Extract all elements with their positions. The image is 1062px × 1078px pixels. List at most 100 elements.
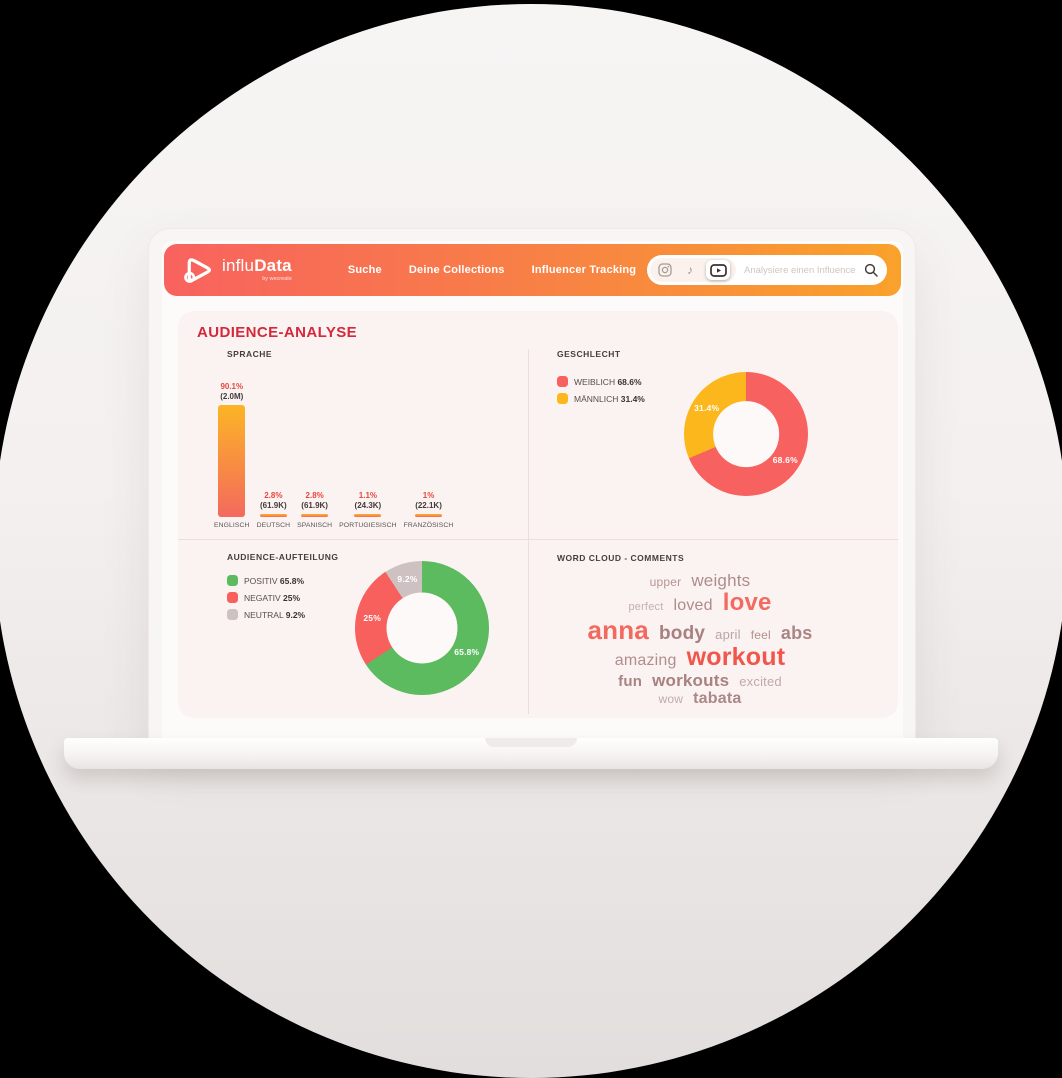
sprache-bar-chart: 90.1% (2.0M) ENGLISCH 2.8% (61.9K) DEUTSCH 2.8… (214, 367, 506, 529)
instagram-icon[interactable] (656, 261, 674, 279)
bar-column-spanisch: 2.8% (61.9K) SPANISCH (297, 491, 332, 529)
legend-item-neutral: NEUTRAL 9.2% (227, 609, 305, 620)
bar-category-label: PORTUGIESISCH (339, 522, 397, 529)
bar (218, 405, 246, 517)
word-amazing: amazing (614, 652, 677, 669)
donut-slice-label-männlich: 31.4% (694, 403, 720, 413)
nav-link-influencer-tracking[interactable]: Influencer Tracking (531, 264, 637, 276)
donut-hole (386, 592, 458, 664)
brand-tagline: by wecreate (262, 276, 292, 283)
legend-swatch (557, 393, 568, 404)
word-perfect: perfect (628, 601, 664, 613)
laptop-screen: influData by wecreate Suche Deine Collect… (148, 228, 916, 740)
panel-title-aufteilung: AUDIENCE-AUFTEILUNG (227, 552, 339, 562)
word-cloud-row: upper weights (650, 572, 751, 589)
infludata-logo-icon (180, 253, 214, 287)
legend-label: POSITIV 65.8% (244, 575, 305, 586)
horizontal-divider (178, 539, 898, 540)
bar-count-label: (24.3K) (354, 501, 382, 510)
bar-column-französisch: 1% (22.1K) FRANZÖSISCH (404, 491, 454, 529)
word-excited: excited (739, 674, 782, 689)
word-weights: weights (691, 571, 751, 590)
search-icon[interactable] (864, 263, 878, 277)
laptop-base (64, 738, 998, 769)
word-cloud: upper weights perfect loved love anna body apri… (550, 571, 850, 708)
vertical-divider (528, 349, 529, 714)
youtube-icon[interactable] (706, 260, 730, 280)
aufteilung-legend: POSITIV 65.8% NEGATIV 25% NEUTRAL 9.2% (227, 575, 305, 620)
bar (354, 514, 382, 517)
page-title: AUDIENCE-ANALYSE (197, 324, 358, 341)
word-cloud-row: amazing workout (615, 645, 786, 670)
geschlecht-legend: WEIBLICH 68.6% MÄNNLICH 31.4% (557, 376, 645, 404)
bar-count-label: (61.9K) (301, 501, 328, 510)
bar-count-label: (22.1K) (415, 501, 442, 510)
search-input[interactable] (742, 263, 858, 277)
bar-percent-label: 2.8% (264, 491, 283, 500)
word-tabata: tabata (693, 690, 742, 707)
word-fun: fun (618, 673, 643, 690)
word-april: april (715, 627, 741, 642)
bar-count-label: (61.9K) (260, 501, 287, 510)
word-cloud-row: anna body april feel abs (587, 617, 812, 643)
trackpad-notch (485, 738, 577, 747)
legend-swatch (227, 575, 238, 586)
audience-analyse-card: AUDIENCE-ANALYSE SPRACHE 90.1% (2.0M) ENGL… (178, 311, 898, 718)
bar-percent-label: 1.1% (358, 491, 378, 500)
word-love: love (722, 589, 772, 616)
legend-label: WEIBLICH 68.6% (574, 376, 642, 387)
legend-item-weiblich: WEIBLICH 68.6% (557, 376, 645, 387)
legend-label: NEGATIV 25% (244, 592, 301, 603)
word-wow: wow (658, 692, 684, 706)
word-workout: workout (686, 643, 786, 671)
bar-percent-label: 1% (422, 491, 435, 500)
word-loved: loved (673, 597, 713, 614)
word-upper: upper (649, 575, 682, 589)
donut-hole (713, 401, 779, 467)
bar (259, 514, 287, 517)
bar-column-portugiesisch: 1.1% (24.3K) PORTUGIESISCH (339, 491, 396, 529)
bar-category-label: DEUTSCH (256, 522, 291, 529)
bar-percent-label: 2.8% (305, 491, 324, 500)
donut-slice-label-neutral: 9.2% (397, 574, 418, 585)
legend-item-männlich: MÄNNLICH 31.4% (557, 393, 645, 404)
word-abs: abs (780, 623, 813, 643)
tiktok-icon[interactable]: ♪ (687, 263, 693, 277)
panel-title-wordcloud: WORD CLOUD - COMMENTS (557, 553, 685, 563)
panel-title-sprache: SPRACHE (227, 349, 273, 359)
bar-category-label: ENGLISCH (214, 522, 250, 529)
brand-name-regular: influ (222, 256, 255, 276)
legend-item-positiv: POSITIV 65.8% (227, 575, 305, 586)
nav-link-suche[interactable]: Suche (347, 264, 382, 276)
legend-item-negativ: NEGATIV 25% (227, 592, 305, 603)
word-anna: anna (587, 615, 649, 645)
geschlecht-donut-chart: 68.6% 31.4% (684, 372, 808, 496)
word-feel: feel (750, 628, 771, 642)
platform-switcher: ♪ (650, 258, 736, 282)
bar-column-englisch: 90.1% (2.0M) ENGLISCH (214, 382, 250, 529)
legend-label: MÄNNLICH 31.4% (574, 393, 645, 404)
word-cloud-row: perfect loved love (628, 591, 771, 615)
legend-swatch (227, 609, 238, 620)
word-cloud-row: wow tabata (659, 691, 742, 707)
word-workouts: workouts (652, 671, 730, 690)
brand-name-bold: Data (254, 256, 292, 276)
legend-swatch (227, 592, 238, 603)
aufteilung-donut-chart: 65.8% 25% 9.2% (355, 561, 489, 695)
bar-percent-label: 90.1% (220, 382, 244, 391)
brand-logo[interactable]: influData by wecreate (180, 253, 292, 287)
navbar: influData by wecreate Suche Deine Collect… (164, 244, 901, 296)
legend-label: NEUTRAL 9.2% (244, 609, 306, 620)
nav-links: Suche Deine Collections Influencer Trackin… (348, 264, 636, 276)
dashboard-screen: influData by wecreate Suche Deine Collect… (162, 241, 903, 740)
bar-category-label: FRANZÖSISCH (403, 522, 454, 529)
bar-count-label: (2.0M) (220, 392, 244, 401)
legend-swatch (557, 376, 568, 387)
bar-category-label: SPANISCH (297, 522, 333, 529)
stage: influData by wecreate Suche Deine Collect… (0, 4, 1062, 1078)
donut-slice-label-weiblich: 68.6% (772, 454, 798, 465)
bar (415, 514, 443, 517)
word-cloud-row: fun workouts excited (618, 672, 782, 689)
nav-link-deine-collections[interactable]: Deine Collections (408, 264, 505, 276)
word-body: body (658, 623, 706, 644)
